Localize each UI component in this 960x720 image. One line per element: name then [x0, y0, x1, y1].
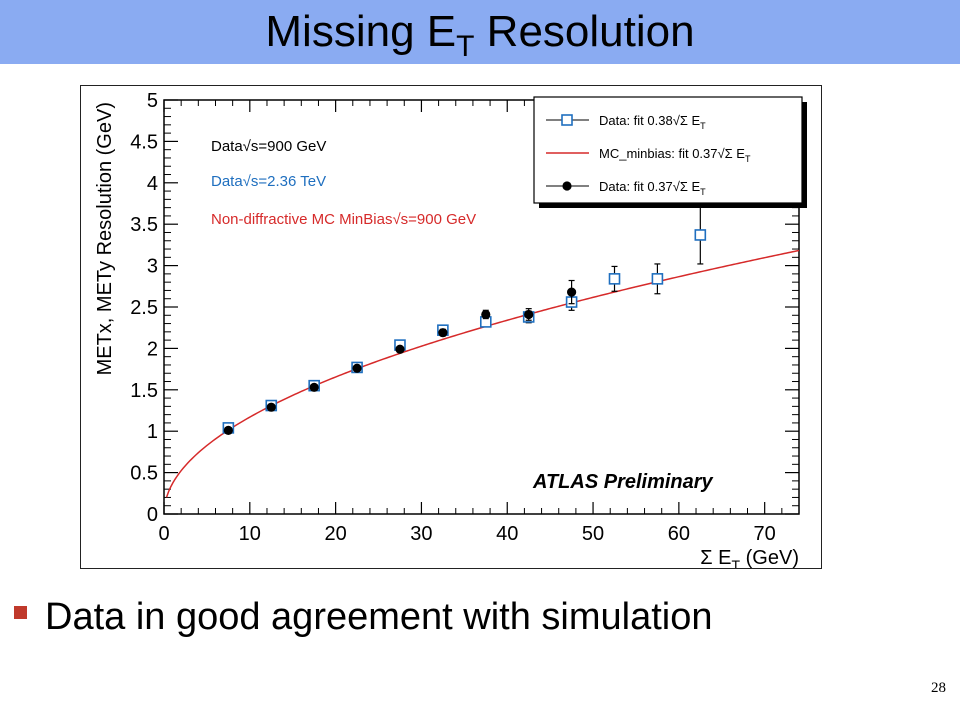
legend-entry: MC_minbias: fit 0.37√Σ ET	[599, 146, 751, 164]
y-tick-label: 5	[147, 90, 158, 112]
y-tick-label: 2.5	[130, 297, 158, 319]
legend-entry: Data: fit 0.37√Σ ET	[599, 179, 706, 197]
x-tick-label: 20	[324, 523, 346, 545]
data-900-point	[567, 287, 577, 297]
data-900-point	[352, 363, 362, 373]
y-tick-label: 1.5	[130, 380, 158, 402]
y-axis-label: METx, METy Resolution (GeV)	[94, 102, 116, 375]
chart-panel: 0 10 20 30 40 50 60 70 0 0.5 1 1.5 2 2.5 3 3.5 4 4.5 5 Σ ET…	[80, 85, 822, 569]
title-subscript: T	[456, 30, 475, 63]
y-tick-label: 2	[147, 338, 158, 360]
annotation-text: Data√s=900 GeV	[211, 138, 326, 155]
legend-square-marker	[561, 114, 573, 126]
x-tick-label: 50	[582, 523, 604, 545]
page-number: 28	[931, 680, 946, 696]
title-bar: Missing ET Resolution	[0, 0, 960, 64]
data-2360-point	[694, 229, 707, 241]
data-900-point	[223, 425, 233, 435]
x-axis-label: Σ ET (GeV)	[700, 547, 799, 568]
y-tick-label: 4.5	[130, 131, 158, 153]
title-rest: Resolution	[474, 7, 695, 56]
data-2360-point	[651, 273, 664, 285]
legend-entry: Data: fit 0.38√Σ ET	[599, 113, 706, 131]
legend: Data: fit 0.38√Σ ET MC_minbias: fit 0.37√…	[533, 96, 807, 208]
mc-fit-curve	[165, 249, 800, 498]
data-900-point	[438, 328, 448, 338]
data-900-point	[524, 309, 534, 320]
data-2360-point	[608, 273, 621, 285]
y-tick-label: 0.5	[130, 463, 158, 485]
y-tick-label: 0	[147, 504, 158, 526]
x-tick-label: 40	[496, 523, 518, 545]
atlas-label: ATLAS Preliminary	[532, 471, 714, 493]
x-tick-label: 10	[239, 523, 261, 545]
x-tick-label: 0	[158, 523, 169, 545]
data-900-point	[309, 382, 319, 392]
x-tick-label: 70	[754, 523, 776, 545]
y-tick-label: 4	[147, 173, 158, 195]
annotation-text: Non-diffractive MC MinBias√s=900 GeV	[211, 211, 476, 228]
annotation-text: Data√s=2.36 TeV	[211, 173, 326, 190]
bullet-marker	[14, 606, 27, 619]
data-900-point	[395, 344, 405, 354]
y-tick-label: 3.5	[130, 214, 158, 236]
data-900-point	[266, 402, 276, 412]
data-900-point	[481, 309, 491, 320]
legend-box	[533, 96, 803, 204]
chart-svg: 0 10 20 30 40 50 60 70 0 0.5 1 1.5 2 2.5 3 3.5 4 4.5 5 Σ ET…	[94, 90, 807, 568]
x-tick-label: 30	[410, 523, 432, 545]
slide-title: Missing ET Resolution	[0, 6, 960, 62]
y-tick-label: 3	[147, 256, 158, 278]
x-tick-label: 60	[668, 523, 690, 545]
title-main: Missing E	[265, 7, 457, 56]
y-tick-label: 1	[147, 421, 158, 443]
bullet-text: Data in good agreement with simulation	[45, 596, 713, 638]
legend-circle-marker	[562, 181, 572, 191]
